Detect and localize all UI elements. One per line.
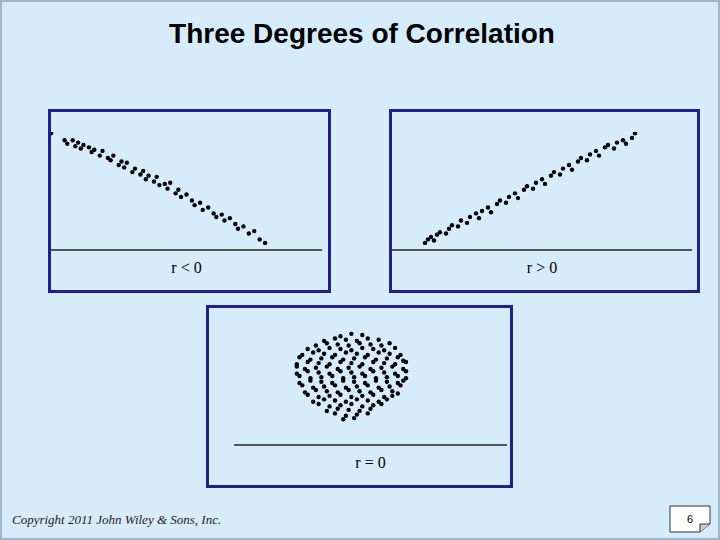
- html-text:Three Degrees of Correlation: Three Degrees of Correlation: [169, 18, 555, 49]
- html-text:r > 0: r > 0: [526, 259, 558, 276]
- svg-text:6: 6: [687, 513, 693, 525]
- html-text:Copyright 2011 John Wiley & So: Copyright 2011 John Wiley & Sons, Inc.: [12, 512, 222, 527]
- html-text:r = 0: r = 0: [355, 454, 386, 471]
- html-text:r < 0: r < 0: [171, 259, 202, 276]
